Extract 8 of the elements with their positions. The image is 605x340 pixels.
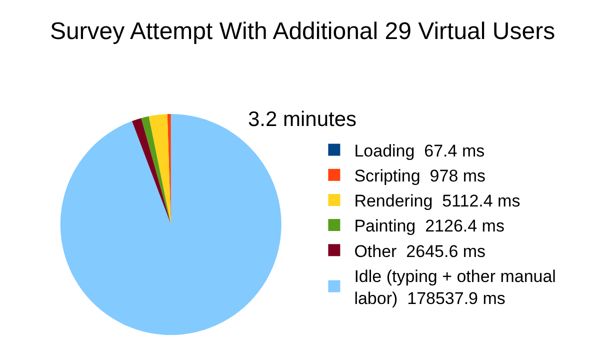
legend-label: Painting 2126.4 ms (354, 216, 504, 236)
chart-title: Survey Attempt With Additional 29 Virtual Users (50, 18, 556, 45)
legend-label: Scripting 978 ms (354, 166, 486, 186)
legend-label: Idle (typing + other manual labor) 178537.9 ms (354, 266, 556, 308)
legend-label: Rendering 5112.4 ms (354, 192, 520, 211)
legend-label: Other 2645.6 ms (354, 242, 486, 261)
legend-label: Loading 67.4 ms (354, 141, 485, 160)
chart-subtitle: 3.2 minutes (248, 108, 357, 131)
